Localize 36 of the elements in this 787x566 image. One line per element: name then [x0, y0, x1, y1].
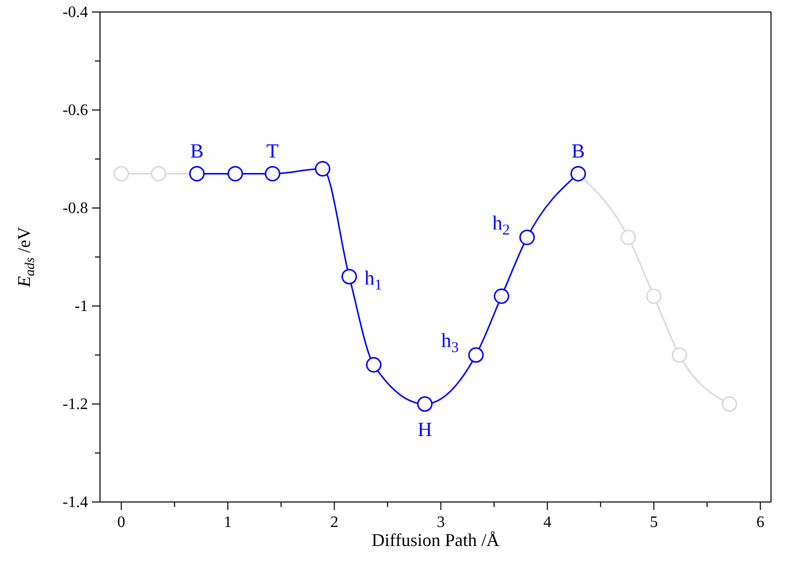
point — [494, 288, 510, 304]
y-tick-label: -1.2 — [62, 396, 88, 413]
y-tick-label: -1.4 — [62, 494, 88, 511]
y-tick-label: -0.6 — [62, 102, 88, 119]
x-tick-label: 3 — [436, 514, 445, 531]
x-axis-title: Diffusion Path /Å — [372, 530, 500, 550]
annotation: h$_{2}$ — [492, 212, 510, 238]
point — [114, 166, 130, 182]
point — [228, 166, 244, 182]
annotation: B — [572, 140, 585, 163]
x-tick-label: 5 — [650, 514, 658, 531]
point — [468, 347, 484, 363]
annotation: H — [418, 419, 432, 441]
x-tick-label: 6 — [756, 514, 764, 531]
x-tick-label: 4 — [543, 514, 552, 531]
point — [314, 161, 330, 177]
annotation: h$_{3}$ — [441, 330, 459, 356]
point — [722, 396, 738, 412]
point — [672, 347, 688, 363]
point — [150, 166, 166, 182]
point — [646, 288, 662, 304]
point — [341, 268, 357, 284]
point — [417, 396, 433, 412]
y-tick-label: -1 — [74, 298, 88, 315]
point — [519, 230, 535, 246]
x-tick-label: 2 — [330, 514, 338, 531]
annotation: B — [190, 140, 204, 163]
annotation: h$_{1}$ — [364, 268, 382, 294]
x-tick-label: 0 — [117, 514, 126, 531]
y-tick-label: -0.4 — [62, 4, 88, 21]
y-tick-label: -0.8 — [62, 200, 88, 217]
annotation: T — [266, 140, 279, 163]
x-tick-label: 1 — [224, 514, 232, 531]
point — [620, 230, 636, 246]
point — [366, 357, 382, 373]
point — [264, 166, 280, 182]
